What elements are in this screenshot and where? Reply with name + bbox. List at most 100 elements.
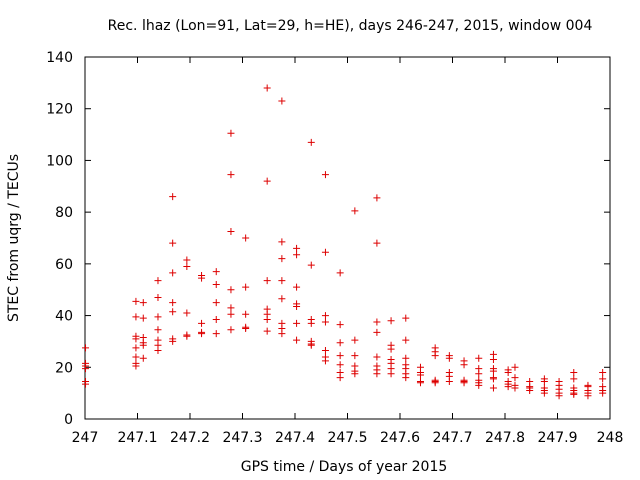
- data-point: [402, 374, 410, 382]
- data-point: [307, 261, 315, 269]
- data-point: [293, 251, 301, 259]
- data-point: [373, 370, 381, 378]
- data-point: [82, 380, 90, 388]
- data-point: [183, 262, 191, 270]
- data-point: [511, 363, 519, 371]
- data-point: [402, 336, 410, 344]
- data-point: [263, 84, 271, 92]
- data-point: [373, 318, 381, 326]
- data-point: [321, 318, 329, 326]
- data-point: [336, 361, 344, 369]
- data-point: [307, 341, 315, 349]
- data-point: [351, 336, 359, 344]
- data-point: [445, 354, 453, 362]
- data-point: [198, 319, 206, 327]
- x-tick-label: 247.1: [117, 430, 157, 446]
- data-point: [475, 381, 483, 389]
- data-point: [198, 274, 206, 282]
- data-point: [475, 354, 483, 362]
- y-tick-label: 0: [64, 412, 73, 428]
- data-point: [242, 283, 250, 291]
- data-point: [154, 346, 162, 354]
- data-point: [555, 392, 563, 400]
- data-point: [321, 312, 329, 320]
- data-point: [570, 390, 578, 398]
- data-point: [307, 138, 315, 146]
- data-point: [336, 352, 344, 360]
- data-point: [599, 389, 607, 397]
- data-point: [154, 313, 162, 321]
- axis-ticks: 247 247.1 247.2 247.3 247.4 247.5 247.6 247.7 24…: [46, 50, 623, 446]
- data-point: [227, 228, 235, 236]
- data-point: [307, 319, 315, 327]
- x-tick-label: 247.5: [327, 430, 367, 446]
- data-point: [540, 378, 548, 386]
- data-point: [242, 310, 250, 318]
- x-tick-label: 248: [597, 430, 624, 446]
- y-tick-label: 120: [46, 102, 73, 118]
- y-tick-label: 140: [46, 50, 73, 66]
- data-point: [373, 353, 381, 361]
- data-point: [387, 345, 395, 353]
- data-point: [278, 97, 286, 105]
- data-point: [169, 308, 177, 316]
- data-point: [511, 384, 519, 392]
- plot-frame: [84, 56, 611, 420]
- data-point: [511, 374, 519, 382]
- data-point: [132, 344, 140, 352]
- data-point: [169, 269, 177, 277]
- data-point: [431, 352, 439, 360]
- x-tick-label: 247.6: [380, 430, 420, 446]
- data-point: [227, 304, 235, 312]
- data-point: [402, 354, 410, 362]
- data-point: [293, 244, 301, 252]
- x-tick-label: 247: [72, 430, 99, 446]
- data-point: [183, 256, 191, 264]
- x-tick-label: 247.2: [170, 430, 210, 446]
- data-point: [373, 194, 381, 202]
- chart-title: Rec. lhaz (Lon=91, Lat=29, h=HE), days 2…: [108, 18, 593, 34]
- data-point: [212, 315, 220, 323]
- data-point: [336, 321, 344, 329]
- data-point: [336, 339, 344, 347]
- data-point: [132, 335, 140, 343]
- data-point: [263, 327, 271, 335]
- x-tick-label: 247.7: [432, 430, 472, 446]
- data-point: [387, 317, 395, 325]
- data-point: [504, 368, 512, 376]
- data-point: [293, 336, 301, 344]
- data-point: [416, 379, 424, 387]
- data-point: [336, 374, 344, 382]
- data-point: [373, 328, 381, 336]
- data-point: [212, 330, 220, 338]
- data-point: [599, 375, 607, 383]
- data-point: [227, 129, 235, 137]
- data-point: [540, 389, 548, 397]
- data-point: [154, 277, 162, 285]
- data-point: [278, 330, 286, 338]
- data-point: [387, 370, 395, 378]
- y-tick-label: 80: [55, 205, 73, 221]
- data-point: [227, 326, 235, 334]
- data-point: [169, 299, 177, 307]
- data-point: [242, 234, 250, 242]
- data-point: [321, 171, 329, 179]
- x-tick-label: 247.3: [222, 430, 262, 446]
- data-point: [82, 365, 90, 373]
- data-point: [132, 297, 140, 305]
- data-point: [570, 368, 578, 376]
- data-point: [198, 330, 206, 338]
- data-point: [278, 295, 286, 303]
- data-point: [139, 314, 147, 322]
- data-point: [212, 299, 220, 307]
- data-point: [445, 378, 453, 386]
- data-point: [227, 286, 235, 294]
- data-point: [489, 367, 497, 375]
- data-point: [263, 177, 271, 185]
- data-point: [460, 361, 468, 369]
- data-point: [475, 370, 483, 378]
- data-point: [321, 248, 329, 256]
- data-point: [183, 309, 191, 317]
- data-point: [599, 368, 607, 376]
- data-point: [169, 337, 177, 345]
